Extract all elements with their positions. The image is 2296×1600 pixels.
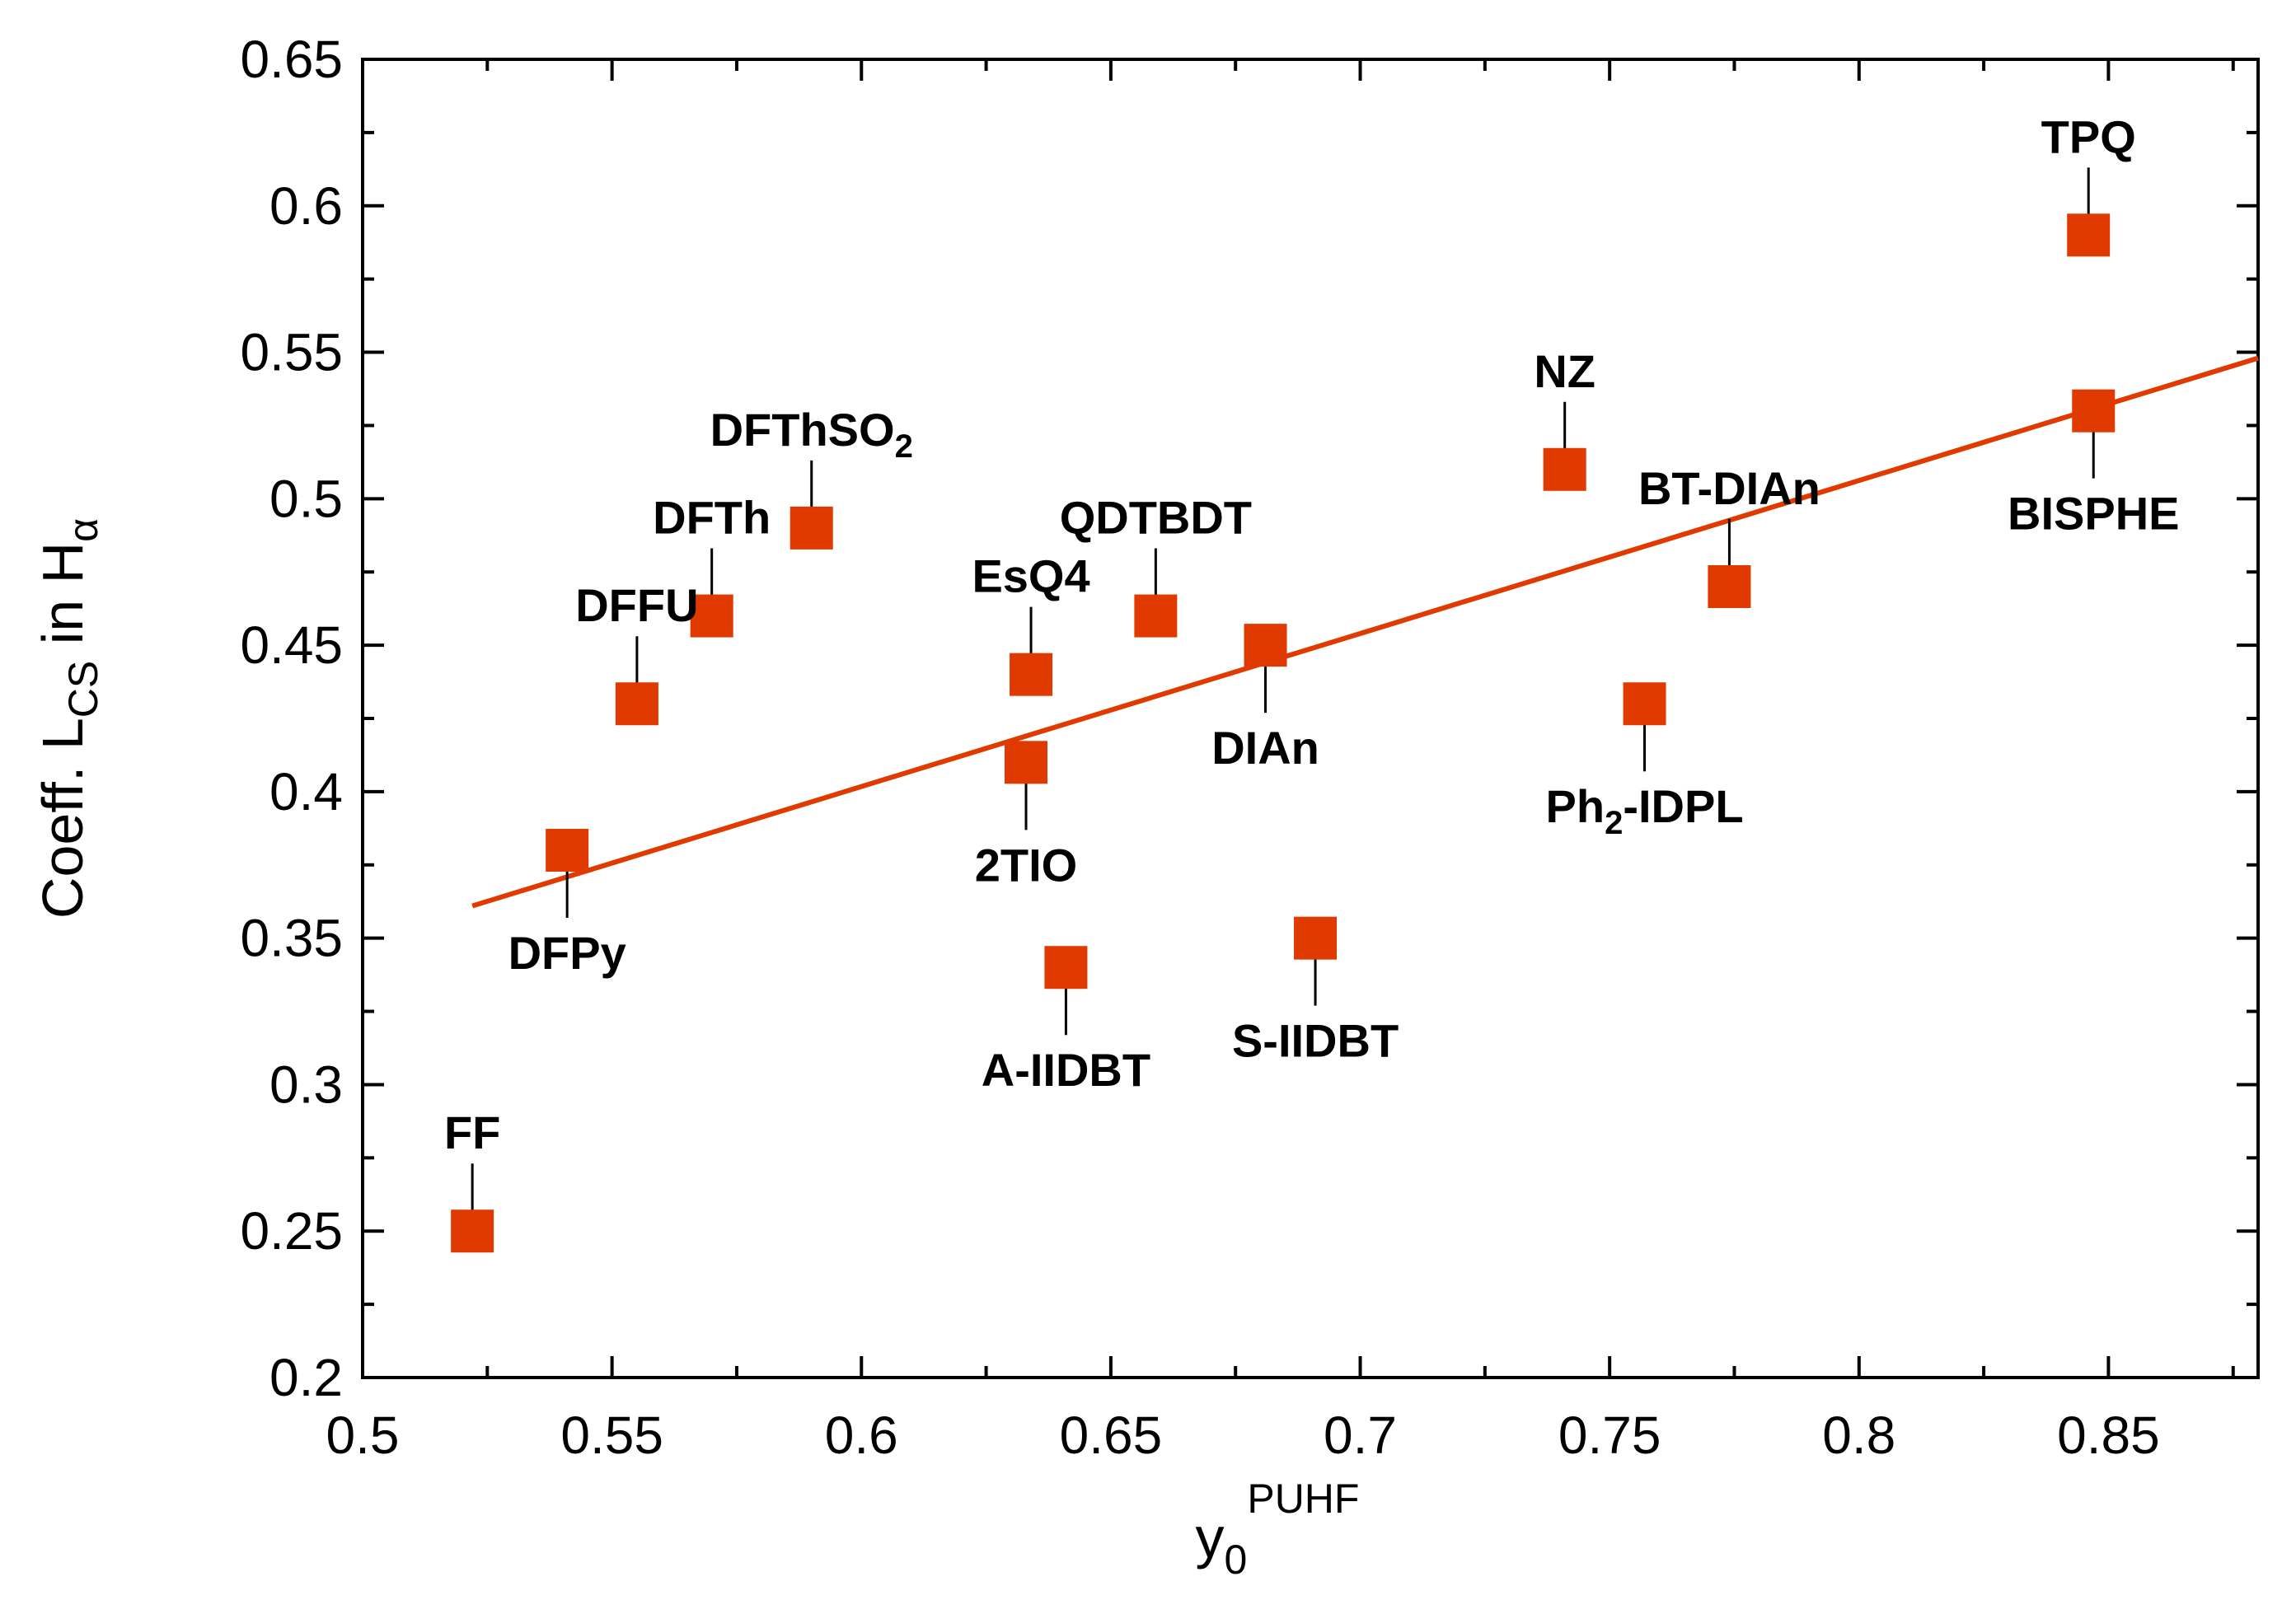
- y-tick-label: 0.2: [269, 1348, 343, 1407]
- y-tick-label: 0.35: [240, 909, 343, 968]
- y-axis-title: Coeff. LCS in Hα: [30, 518, 106, 919]
- point-label-esq4: EsQ4: [972, 550, 1089, 602]
- data-point-2tio: [1005, 741, 1047, 784]
- point-label-ph2-idpl: Ph2-IDPL: [1546, 780, 1744, 841]
- data-point-dian: [1244, 624, 1287, 667]
- data-point-dfth: [690, 594, 733, 638]
- point-label-dffu: DFFU: [575, 579, 698, 631]
- y-tick-label: 0.4: [269, 762, 343, 821]
- point-label-s-iidbt: S-IIDBT: [1232, 1015, 1399, 1067]
- point-label-dfthso2: DFThSO2: [710, 404, 913, 465]
- data-point-tpq: [2067, 213, 2111, 257]
- x-axis-title: y0PUHF: [1196, 1476, 1360, 1583]
- data-point-ph2-idpl: [1623, 682, 1666, 726]
- data-point-dfthso2: [790, 506, 833, 550]
- x-tick-label: 0.6: [825, 1406, 898, 1465]
- point-label-a-iidbt: A-IIDBT: [982, 1044, 1150, 1096]
- y-tick-label: 0.6: [269, 176, 343, 236]
- y-tick-label: 0.25: [240, 1201, 343, 1261]
- data-point-s-iidbt: [1294, 916, 1338, 960]
- point-label-nz: NZ: [1534, 345, 1595, 397]
- point-label-ff: FF: [444, 1106, 500, 1158]
- data-point-dffu: [615, 682, 658, 726]
- x-tick-label: 0.5: [326, 1406, 400, 1465]
- point-label-dfpy: DFPy: [508, 927, 626, 979]
- x-tick-label: 0.65: [1060, 1406, 1163, 1465]
- x-tick-label: 0.8: [1822, 1406, 1895, 1465]
- data-point-ff: [451, 1209, 494, 1253]
- data-point-esq4: [1010, 653, 1053, 696]
- y-tick-label: 0.3: [269, 1055, 343, 1114]
- y-tick-label: 0.65: [240, 30, 343, 89]
- point-label-bt-dian: BT-DIAn: [1638, 462, 1820, 514]
- data-point-dfpy: [546, 829, 589, 872]
- y-tick-label: 0.55: [240, 323, 343, 382]
- x-tick-label: 0.7: [1324, 1406, 1397, 1465]
- data-point-qdtbdt: [1134, 594, 1178, 638]
- data-point-nz: [1543, 447, 1586, 491]
- point-label-tpq: TPQ: [2041, 110, 2136, 162]
- point-label-2tio: 2TIO: [975, 839, 1077, 891]
- fit-line: [471, 355, 2259, 909]
- point-label-qdtbdt: QDTBDT: [1060, 492, 1252, 544]
- data-point-bt-dian: [1708, 565, 1751, 608]
- data-point-bisphe: [2072, 389, 2116, 433]
- y-tick-label: 0.45: [240, 615, 343, 675]
- point-label-dfth: DFTh: [653, 492, 771, 544]
- x-tick-label: 0.85: [2057, 1406, 2160, 1465]
- point-label-dian: DIAn: [1211, 722, 1319, 774]
- x-tick-label: 0.75: [1558, 1406, 1661, 1465]
- point-label-bisphe: BISPHE: [2008, 488, 2180, 540]
- x-tick-label: 0.55: [560, 1406, 663, 1465]
- data-point-a-iidbt: [1044, 946, 1088, 989]
- y-tick-label: 0.5: [269, 469, 343, 528]
